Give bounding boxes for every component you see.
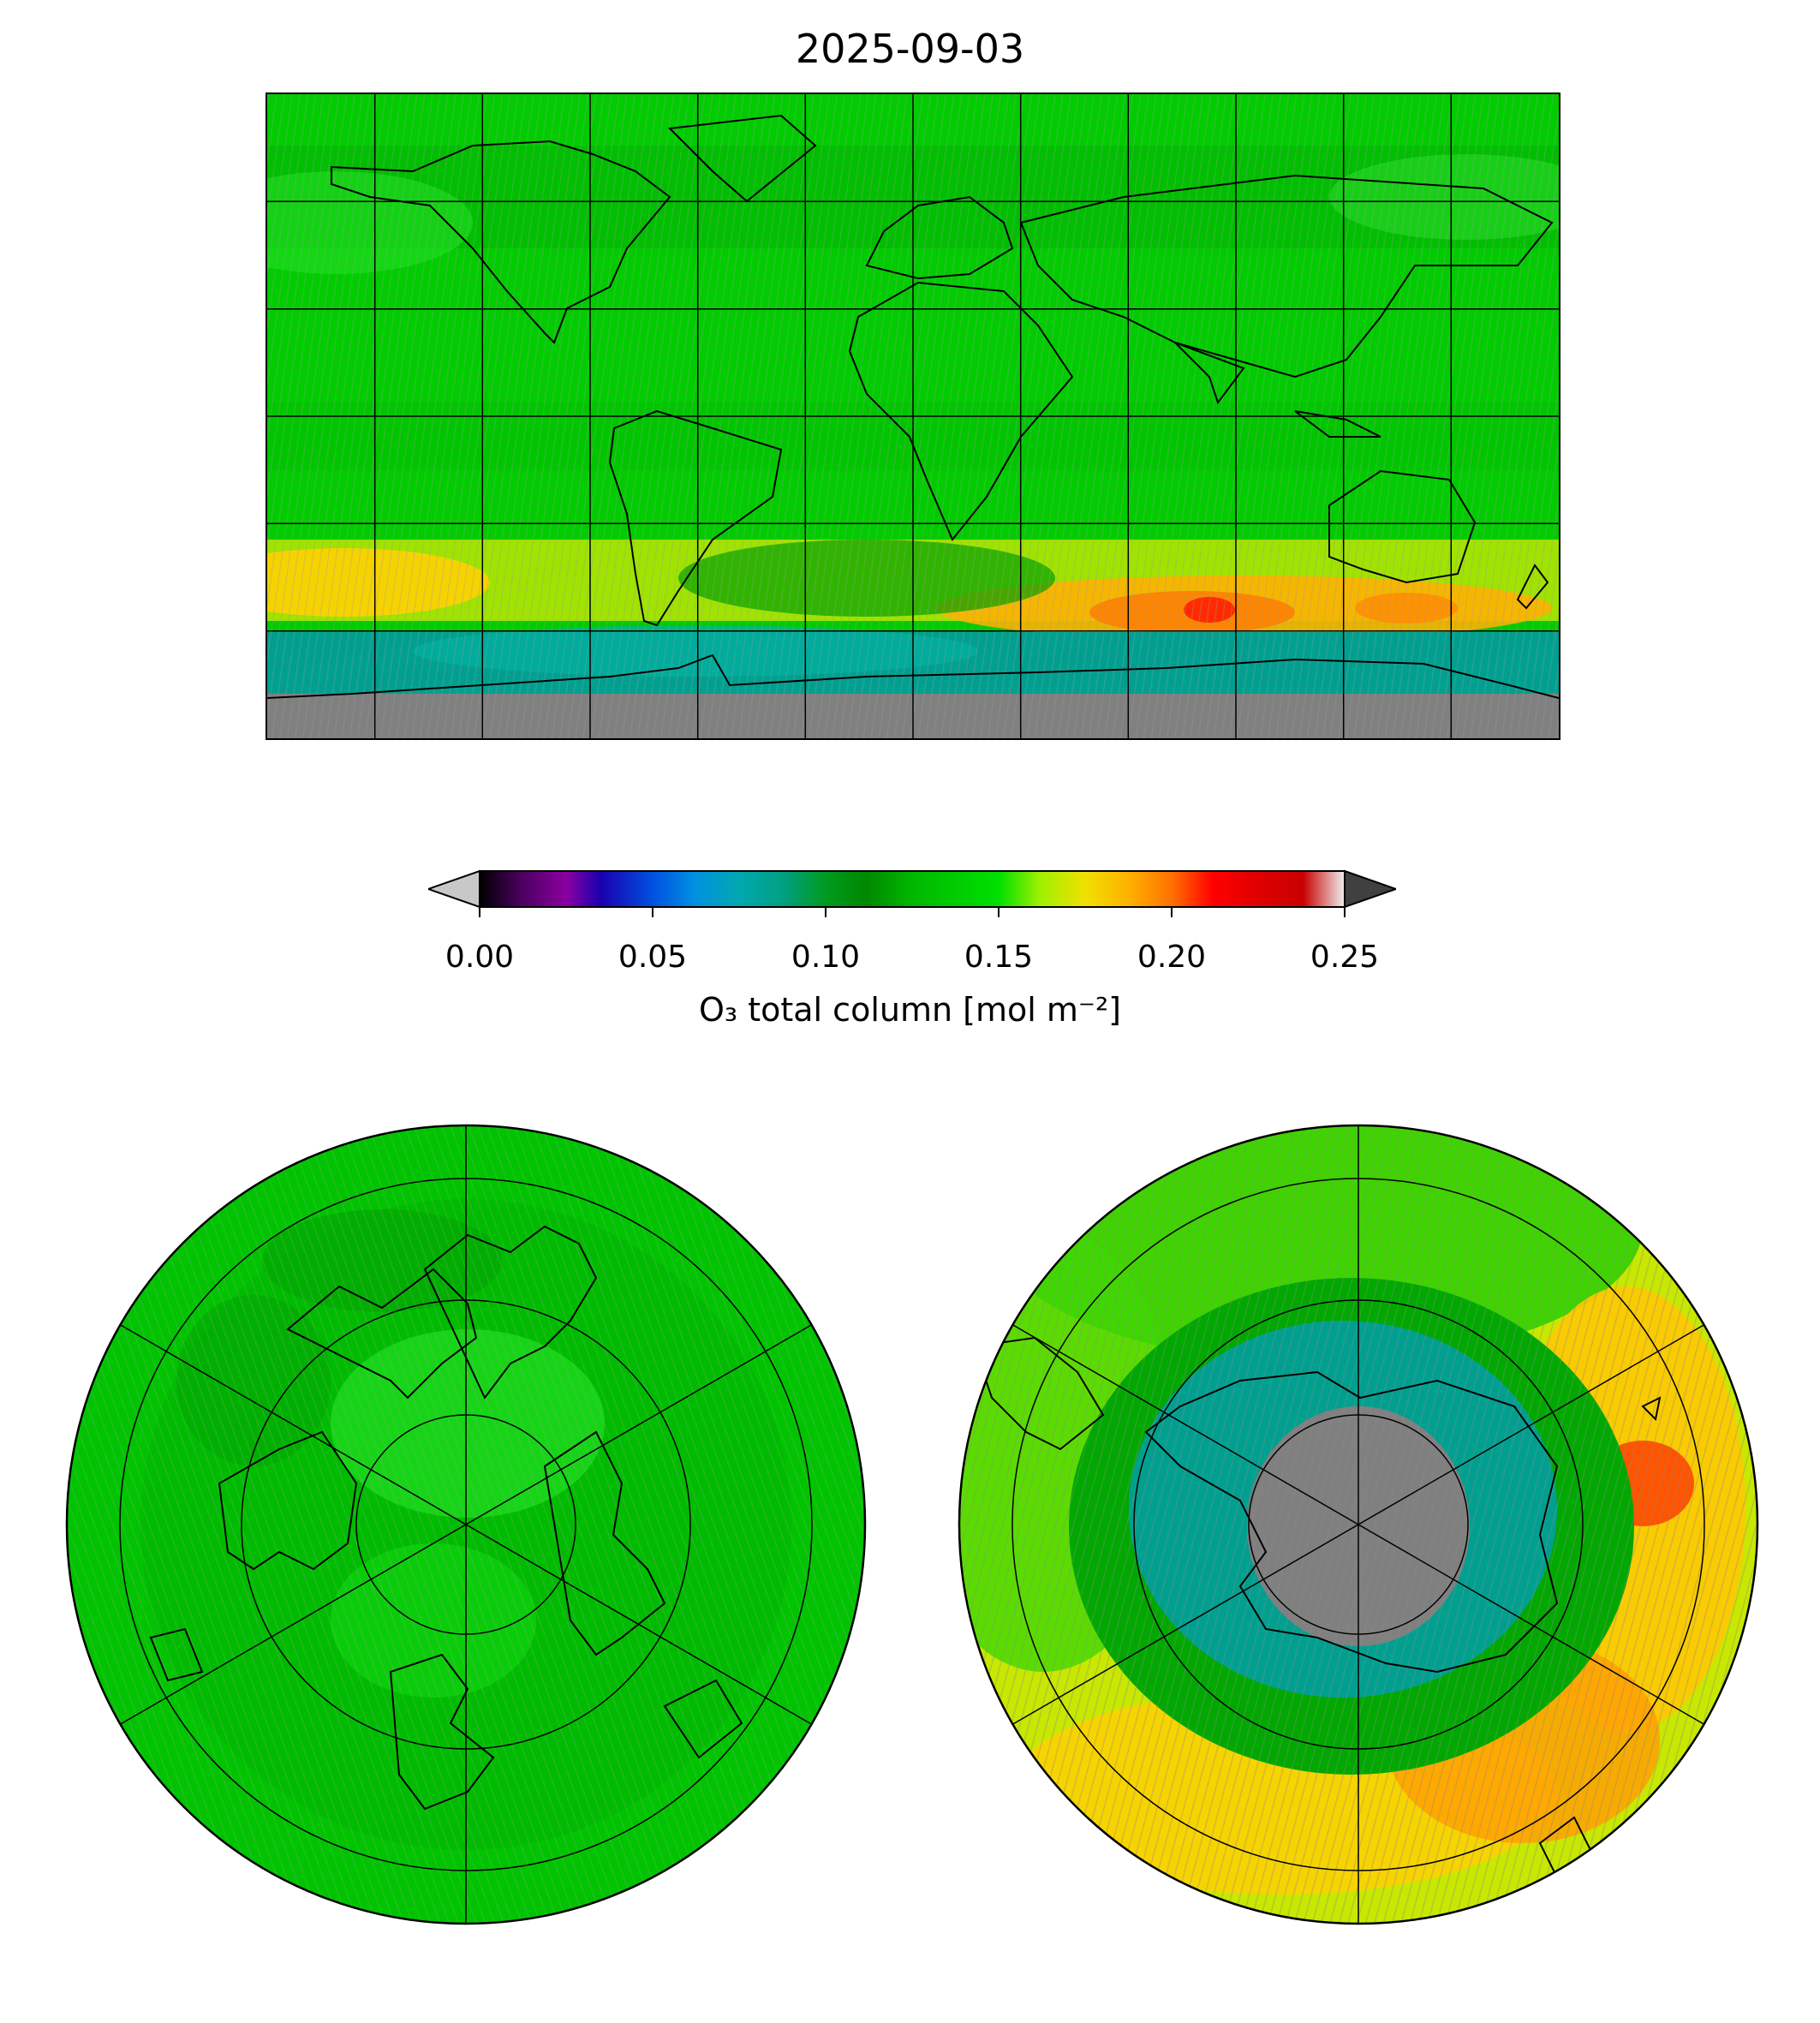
colorbar-tick-label: 0.00 [445, 940, 515, 975]
colorbar-gradient [479, 870, 1346, 908]
north-polar-canvas [65, 1124, 867, 1925]
colorbar-svg [428, 869, 1396, 917]
colorbar [428, 869, 1396, 921]
colorbar-tick-label: 0.25 [1310, 940, 1380, 975]
coastlines [149, 1225, 743, 1811]
gridlines [1011, 1125, 1706, 1924]
colorbar-ticks [479, 907, 1346, 917]
south-polar-canvas [958, 1124, 1759, 1925]
gridlines [267, 94, 1559, 738]
colorbar-label: O₃ total column [mol m⁻²] [698, 991, 1122, 1029]
map-boundary [65, 1124, 867, 1925]
coastlines [267, 114, 1559, 699]
global-map-canvas [267, 94, 1559, 738]
colorbar-tick-label: 0.05 [618, 940, 688, 975]
map-boundary [958, 1124, 1759, 1925]
colorbar-over-extension [1344, 869, 1396, 909]
south-polar-map [958, 1124, 1759, 1925]
colorbar-under-extension [428, 869, 480, 909]
colorbar-tick-label: 0.20 [1137, 940, 1207, 975]
gridlines [118, 1125, 814, 1924]
global-map [266, 92, 1560, 740]
north-polar-map [65, 1124, 867, 1925]
colorbar-tick-label: 0.10 [791, 940, 861, 975]
figure-title: 2025-09-03 [795, 26, 1025, 72]
colorbar-tick-label: 0.15 [964, 940, 1034, 975]
